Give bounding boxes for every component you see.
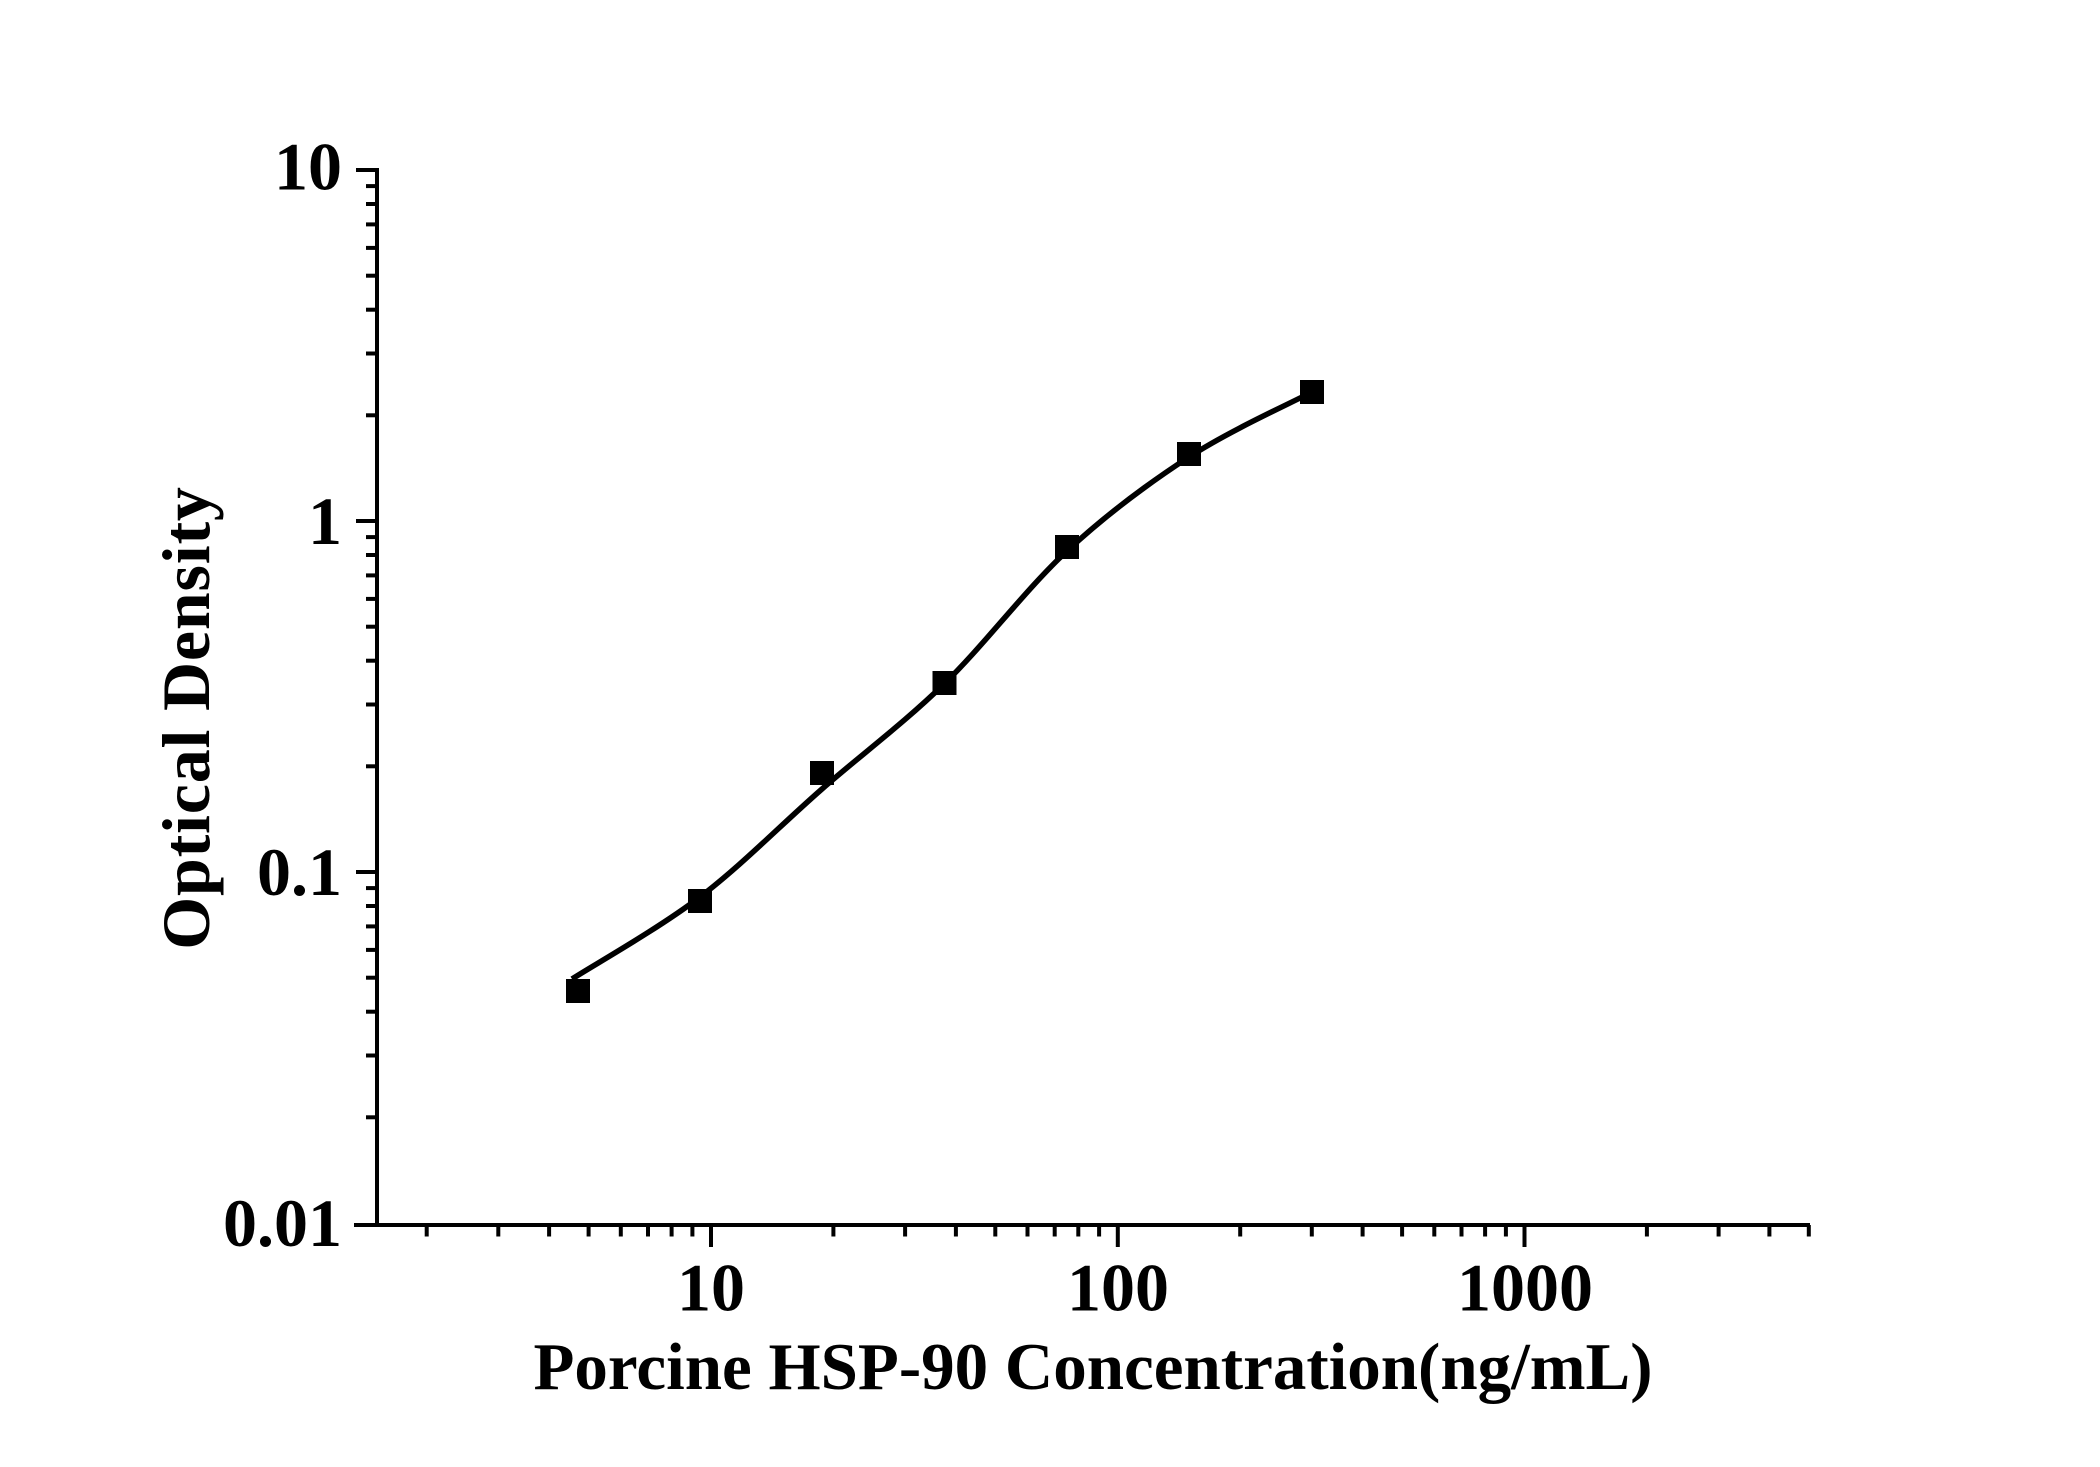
svg-text:Optical Density: Optical Density	[148, 486, 224, 949]
svg-text:100: 100	[1067, 1250, 1169, 1326]
svg-text:Porcine HSP-90 Concentration(n: Porcine HSP-90 Concentration(ng/mL)	[533, 1330, 1652, 1404]
svg-text:0.01: 0.01	[223, 1185, 342, 1261]
svg-text:10: 10	[274, 129, 342, 205]
svg-text:10: 10	[677, 1250, 745, 1326]
svg-text:0.1: 0.1	[257, 834, 342, 910]
svg-text:1000: 1000	[1457, 1250, 1593, 1326]
svg-text:1: 1	[308, 483, 342, 559]
